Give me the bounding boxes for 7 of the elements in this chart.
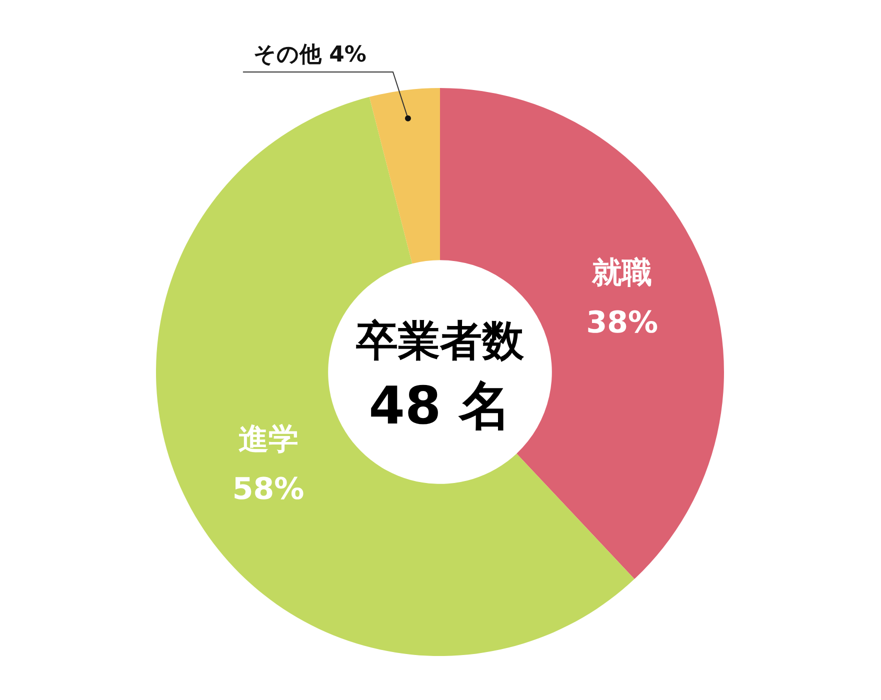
data-label: 58% <box>232 472 304 508</box>
text: 卒業者数 <box>355 316 525 365</box>
slice-label: 進学 <box>238 422 298 458</box>
slice-label: その他 4% <box>253 42 366 68</box>
slice-label: 就職 <box>591 256 652 291</box>
text: 48 名 <box>368 376 512 437</box>
data-label: 38% <box>586 306 658 341</box>
